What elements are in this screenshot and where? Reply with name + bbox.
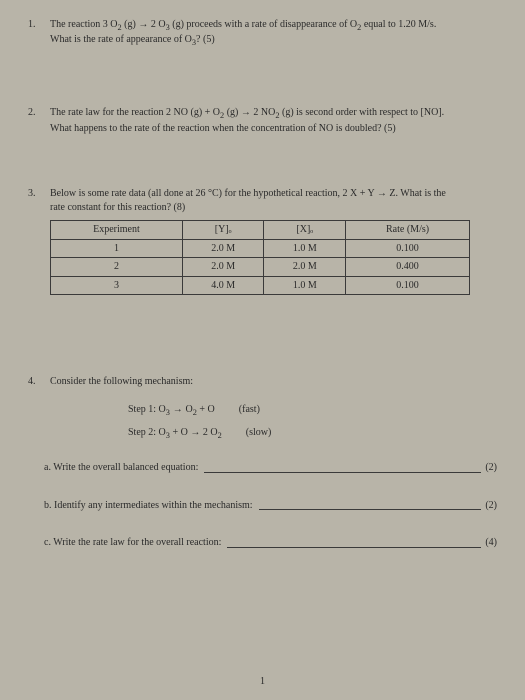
col-y: [Y]ₒ	[182, 221, 264, 240]
q2-frag: (g)	[224, 107, 241, 118]
q4-number: 4.	[28, 375, 42, 389]
q2-line2: What happens to the rate of the reaction…	[50, 123, 396, 134]
cell: 2.0 M	[264, 258, 346, 277]
q1-frag: (g) proceeds with a rate of disappearanc…	[170, 19, 357, 30]
q1-number: 1.	[28, 18, 42, 48]
question-2: 2. The rate law for the reaction 2 NO (g…	[28, 106, 497, 135]
q4b-label: b. Identify any intermediates within the…	[44, 499, 253, 513]
frag: O	[186, 404, 193, 415]
rate-data-table: Experiment [Y]ₒ [X]ₒ Rate (M/s) 1 2.0 M …	[50, 220, 470, 295]
col-experiment: Experiment	[51, 221, 183, 240]
q1-frag: 2 O	[148, 19, 165, 30]
q1-body: The reaction 3 O2 (g) → 2 O3 (g) proceed…	[50, 18, 497, 48]
q1-frag: (g)	[122, 19, 139, 30]
q4a-points: (2)	[485, 461, 497, 475]
step1-speed: (fast)	[239, 404, 260, 415]
q3-frag: Z. What is the	[387, 188, 446, 199]
q4-body: Consider the following mechanism:	[50, 375, 497, 389]
cell: 2.0 M	[182, 239, 264, 258]
page-number: 1	[260, 675, 265, 689]
col-x: [X]ₒ	[264, 221, 346, 240]
arrow-icon: →	[138, 19, 148, 30]
q3-body: Below is some rate data (all done at 26 …	[50, 187, 497, 214]
arrow-icon: →	[190, 427, 200, 438]
q1-frag: The reaction 3 O	[50, 19, 117, 30]
cell: 0.100	[346, 276, 470, 295]
blank-line	[204, 472, 481, 473]
cell: 2.0 M	[182, 258, 264, 277]
frag: 2 O	[200, 427, 217, 438]
table-header-row: Experiment [Y]ₒ [X]ₒ Rate (M/s)	[51, 221, 470, 240]
q2-text: 2. The rate law for the reaction 2 NO (g…	[28, 106, 497, 135]
q4c-points: (4)	[485, 536, 497, 550]
q1-line2: What is the rate of appearance of O	[50, 34, 192, 45]
q4b: b. Identify any intermediates within the…	[44, 499, 497, 513]
q1-frag: equal to 1.20 M/s.	[361, 19, 436, 30]
q4c-label: c. Write the rate law for the overall re…	[44, 536, 221, 550]
q1-line2b: ? (5)	[196, 34, 215, 45]
cell: 0.400	[346, 258, 470, 277]
cell: 1.0 M	[264, 276, 346, 295]
question-4: 4. Consider the following mechanism: Ste…	[28, 375, 497, 549]
frag: + O	[197, 404, 215, 415]
blank-line	[259, 509, 482, 510]
sub: 2	[218, 431, 222, 440]
cell: 2	[51, 258, 183, 277]
table-row: 2 2.0 M 2.0 M 0.400	[51, 258, 470, 277]
step-1: Step 1: O3 → O2 + O(fast)	[128, 403, 497, 418]
blank-line	[227, 547, 481, 548]
table-row: 3 4.0 M 1.0 M 0.100	[51, 276, 470, 295]
q1-text: 1. The reaction 3 O2 (g) → 2 O3 (g) proc…	[28, 18, 497, 48]
q3-text: 3. Below is some rate data (all done at …	[28, 187, 497, 214]
arrow-icon: →	[377, 188, 387, 199]
q4c: c. Write the rate law for the overall re…	[44, 536, 497, 550]
cell: 4.0 M	[182, 276, 264, 295]
q2-frag: 2 NO	[251, 107, 275, 118]
q4b-points: (2)	[485, 499, 497, 513]
q2-body: The rate law for the reaction 2 NO (g) +…	[50, 106, 497, 135]
q4a-label: a. Write the overall balanced equation:	[44, 461, 198, 475]
cell: 1	[51, 239, 183, 258]
q4a: a. Write the overall balanced equation: …	[44, 461, 497, 475]
question-1: 1. The reaction 3 O2 (g) → 2 O3 (g) proc…	[28, 18, 497, 48]
table-row: 1 2.0 M 1.0 M 0.100	[51, 239, 470, 258]
cell: 0.100	[346, 239, 470, 258]
q2-frag: (g) is second order with respect to [NO]…	[279, 107, 444, 118]
q3-number: 3.	[28, 187, 42, 214]
q4-text: 4. Consider the following mechanism:	[28, 375, 497, 389]
step2-label: Step 2: O	[128, 427, 166, 438]
cell: 3	[51, 276, 183, 295]
mechanism-steps: Step 1: O3 → O2 + O(fast) Step 2: O3 + O…	[128, 403, 497, 441]
q2-number: 2.	[28, 106, 42, 135]
q3-line2: rate constant for this reaction? (8)	[50, 202, 185, 213]
arrow-icon: →	[170, 404, 186, 415]
frag: + O	[170, 427, 190, 438]
step1-label: Step 1: O	[128, 404, 166, 415]
arrow-icon: →	[241, 107, 251, 118]
step2-speed: (slow)	[246, 427, 272, 438]
step-2: Step 2: O3 + O → 2 O2(slow)	[128, 426, 497, 441]
cell: 1.0 M	[264, 239, 346, 258]
q2-frag: The rate law for the reaction 2 NO (g) +…	[50, 107, 220, 118]
q3-frag: Below is some rate data (all done at 26 …	[50, 188, 377, 199]
col-rate: Rate (M/s)	[346, 221, 470, 240]
question-3: 3. Below is some rate data (all done at …	[28, 187, 497, 295]
